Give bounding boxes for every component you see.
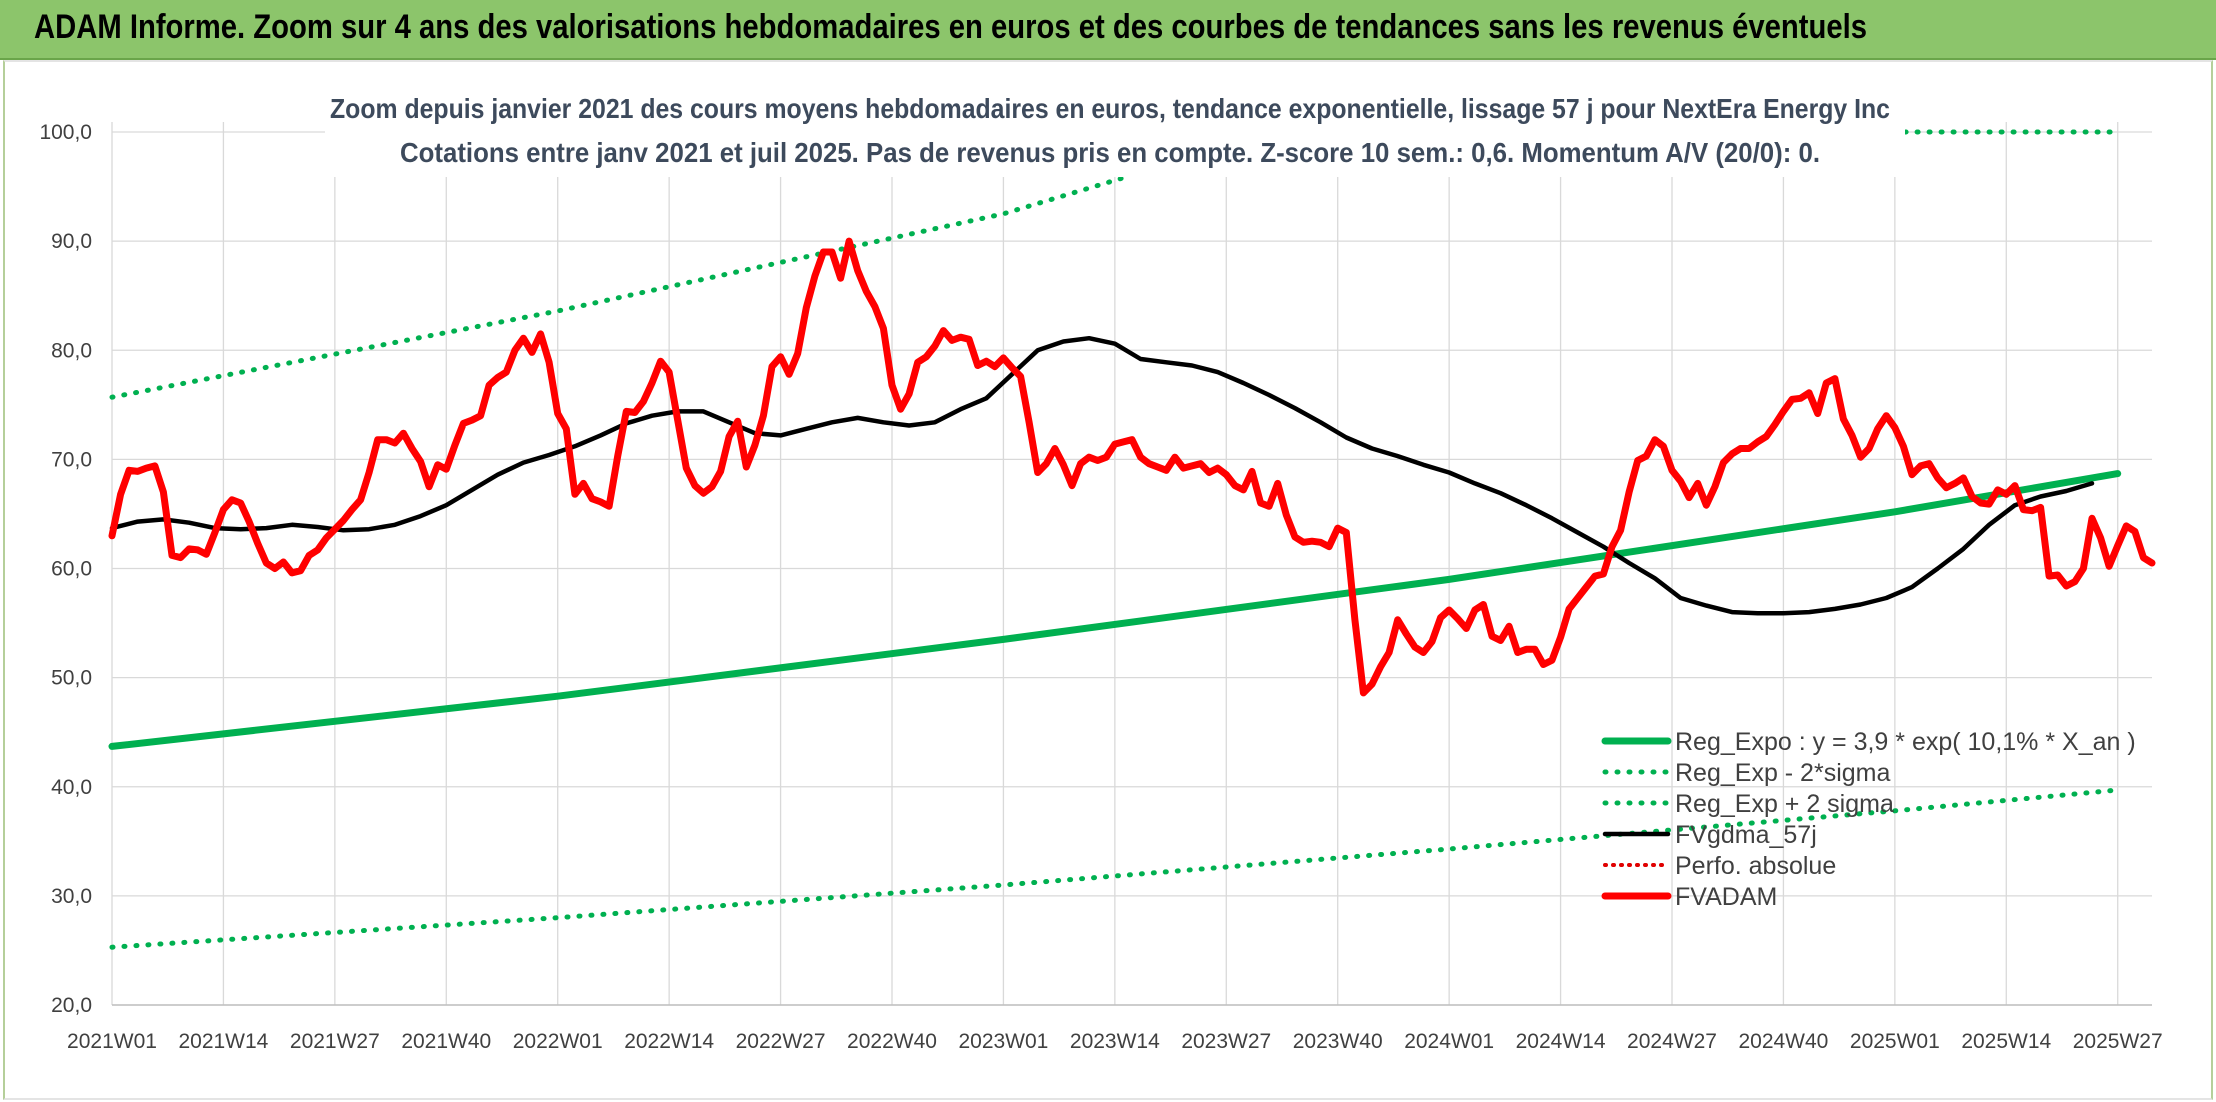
- y-tick-label: 50,0: [51, 667, 92, 690]
- x-tick-label: 2024W14: [1516, 1030, 1606, 1053]
- chart-title-line-2: Cotations entre janv 2021 et juil 2025. …: [400, 137, 1820, 168]
- x-tick-label: 2023W27: [1181, 1030, 1271, 1053]
- x-tick-label: 2021W40: [401, 1030, 491, 1053]
- y-tick-label: 40,0: [51, 776, 92, 799]
- series-line-reg-exp-2-sigma: [109, 787, 2121, 950]
- legend-label: Reg_Expo : y = 3,9 * exp( 10,1% * X_an ): [1675, 728, 2136, 756]
- series-line-reg-expo-y-3-9-exp-10-1-x-an: [108, 470, 2122, 750]
- x-tick-label: 2021W27: [290, 1030, 380, 1053]
- x-tick-label: 2022W40: [847, 1030, 937, 1053]
- chart-series: [108, 129, 2156, 950]
- x-tick-label: 2022W01: [513, 1030, 603, 1053]
- y-tick-label: 30,0: [51, 885, 92, 908]
- y-tick-label: 100,0: [39, 121, 92, 144]
- legend-label: FVgdma_57j: [1675, 821, 1817, 849]
- x-tick-label: 2024W27: [1627, 1030, 1717, 1053]
- x-axis: 2021W01 2021W14 2021W27 2021W40 2022W01 2022W…: [67, 1004, 2163, 1053]
- chart-title-line-1: Zoom depuis janvier 2021 des cours moyen…: [330, 93, 1890, 124]
- legend-label: Perfo. absolue: [1675, 852, 1836, 880]
- series-line-reg-exp-2-sigma: [109, 175, 1126, 400]
- x-tick-label: 2025W14: [1961, 1030, 2051, 1053]
- chart-frame: [3, 60, 2213, 1100]
- x-tick-label: 2025W27: [2073, 1030, 2163, 1053]
- legend-label: Reg_Exp - 2*sigma: [1675, 759, 1890, 787]
- x-tick-label: 2023W40: [1293, 1030, 1383, 1053]
- y-tick-label: 20,0: [51, 994, 92, 1017]
- x-tick-label: 2022W14: [624, 1030, 714, 1053]
- x-tick-label: 2023W01: [958, 1030, 1048, 1053]
- x-tick-label: 2024W40: [1738, 1030, 1828, 1053]
- title-background: [325, 85, 1905, 177]
- series-line-fvgdma-57j: [109, 335, 2095, 616]
- x-tick-label: 2023W14: [1070, 1030, 1160, 1053]
- x-tick-label: 2025W01: [1850, 1030, 1940, 1053]
- y-axis: 20,0 30,0 40,0 50,0 60,0 70,0 80,0 90,0 100,0: [39, 121, 92, 1017]
- x-tick-label: 2022W27: [736, 1030, 826, 1053]
- x-tick-label: 2021W01: [67, 1030, 157, 1053]
- series-line-fvadam: [108, 237, 2156, 697]
- y-tick-label: 90,0: [51, 230, 92, 253]
- legend-label: FVADAM: [1675, 883, 1777, 911]
- report-banner: ADAM Informe. Zoom sur 4 ans des valoris…: [0, 0, 2216, 60]
- chart-legend: Reg_Expo : y = 3,9 * exp( 10,1% * X_an )…: [1601, 728, 2136, 911]
- report-title: ADAM Informe. Zoom sur 4 ans des valoris…: [34, 8, 1867, 46]
- y-tick-label: 70,0: [51, 448, 92, 471]
- chart-grid: [111, 122, 2152, 1006]
- y-tick-label: 80,0: [51, 339, 92, 362]
- x-tick-label: 2021W14: [178, 1030, 268, 1053]
- legend-label: Reg_Exp + 2 sigma: [1675, 790, 1894, 818]
- y-tick-label: 60,0: [51, 558, 92, 581]
- x-tick-label: 2024W01: [1404, 1030, 1494, 1053]
